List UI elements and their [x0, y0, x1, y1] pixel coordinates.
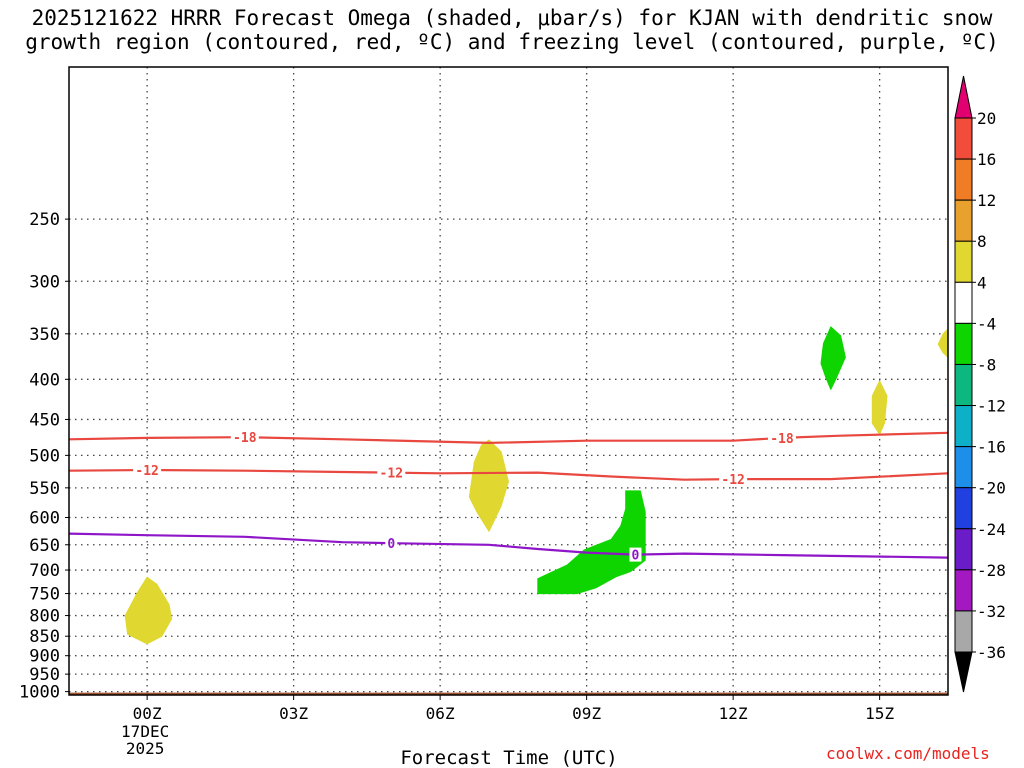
y-tick-label: 750 — [29, 585, 60, 605]
gridlines — [69, 67, 948, 695]
colorbar-label: 4 — [977, 273, 987, 292]
colorbar-label: -4 — [977, 314, 996, 333]
contour-label: -18 — [770, 432, 794, 447]
contour-label-bg — [629, 547, 642, 562]
y-tick-label: 550 — [29, 479, 60, 499]
shaded-region — [468, 439, 509, 532]
plot-background — [69, 67, 948, 695]
colorbar-band — [954, 487, 973, 530]
y-tick-label: 450 — [29, 410, 60, 430]
contour-label-bg — [133, 463, 162, 478]
colorbar-label: -12 — [977, 397, 1006, 416]
colorbar-band — [954, 199, 973, 242]
contour-label: -12 — [135, 464, 158, 479]
colorbar-label: -24 — [977, 520, 1006, 539]
x-tick-label: 00Z — [133, 704, 162, 723]
contour-label: -12 — [721, 473, 744, 488]
contour-label-bg — [767, 430, 796, 445]
colorbar-label: -8 — [977, 355, 996, 374]
x-tick-label: 09Z — [572, 704, 601, 723]
colorbar-band — [954, 240, 973, 283]
colorbar-label: 16 — [977, 150, 996, 169]
y-tick-label: 900 — [29, 647, 60, 667]
contour-label: 0 — [387, 537, 395, 552]
x-tick-label: 06Z — [426, 704, 455, 723]
contour-label-bg — [230, 430, 259, 445]
x-tick-date: 17DEC — [121, 722, 169, 741]
colorbar-label: -16 — [977, 438, 1006, 457]
colorbar-label: 12 — [977, 191, 996, 210]
y-tick-label: 250 — [29, 210, 60, 230]
contour-lines: -18 -18 -12 -12 -12 0 0 — [68, 430, 949, 564]
y-tick-label: 800 — [29, 607, 60, 627]
plot-frame — [68, 66, 949, 696]
colorbar-band — [954, 158, 973, 201]
shaded-regions — [124, 326, 949, 645]
y-tick-label: 600 — [29, 509, 60, 529]
contour-label: -18 — [233, 431, 257, 446]
y-tick-label: 950 — [29, 665, 60, 685]
y-tick-label: 400 — [29, 370, 60, 390]
title-line-2: growth region (contoured, red, ºC) and f… — [25, 30, 999, 54]
credit-text: coolwx.com/models — [826, 744, 990, 763]
contour-label-bg — [719, 472, 748, 487]
y-tick-label: 650 — [29, 536, 60, 556]
y-tick-label: 350 — [29, 325, 60, 345]
shaded-region — [124, 576, 173, 645]
colorbar-band — [954, 528, 973, 571]
colorbar: 20 16 12 8 4 -4 -8 -12 -16 -20 -24 -28 -32 -36 — [954, 75, 1006, 693]
y-tick-label: 300 — [29, 272, 60, 292]
colorbar-label: 8 — [977, 232, 987, 251]
y-tick-label: 1000 — [19, 683, 60, 703]
y-tick-label: 500 — [29, 446, 60, 466]
ground — [69, 692, 948, 695]
colorbar-label: -28 — [977, 561, 1006, 580]
x-axis-label: Forecast Time (UTC) — [400, 747, 617, 768]
colorbar-bottom-arrow — [954, 651, 973, 693]
colorbar-band — [954, 405, 973, 448]
shaded-region — [537, 490, 646, 595]
colorbar-label: -32 — [977, 602, 1006, 621]
contour-label-bg — [385, 536, 398, 551]
colorbar-band — [954, 322, 973, 365]
axes: 2503003504004505005506006507007508008509… — [19, 66, 949, 768]
contour-label-bg — [377, 465, 406, 480]
colorbar-top-arrow — [954, 75, 973, 119]
x-tick-label: 15Z — [865, 704, 894, 723]
contour-line — [68, 431, 949, 444]
x-tick-label: 12Z — [719, 704, 748, 723]
contour-line — [68, 468, 949, 481]
contour-line — [68, 532, 949, 559]
colorbar-band — [954, 363, 973, 407]
title-line-1: 2025121622 HRRR Forecast Omega (shaded, … — [31, 6, 993, 30]
colorbar-band — [954, 569, 973, 612]
colorbar-label: -20 — [977, 479, 1006, 498]
x-tick-year: 2025 — [126, 739, 165, 758]
colorbar-band — [954, 117, 973, 160]
y-tick-label: 850 — [29, 627, 60, 647]
colorbar-label: -36 — [977, 643, 1006, 662]
colorbar-band — [954, 281, 973, 324]
contour-label: 0 — [632, 549, 640, 564]
colorbar-label: 20 — [977, 109, 996, 128]
y-tick-label: 700 — [29, 561, 60, 581]
ground-fill — [69, 692, 948, 695]
colorbar-band — [954, 610, 973, 653]
x-tick-label: 03Z — [279, 704, 308, 723]
chart-title: 2025121622 HRRR Forecast Omega (shaded, … — [0, 6, 1024, 54]
colorbar-band — [954, 446, 973, 489]
contour-label: -12 — [380, 467, 403, 482]
shaded-region — [820, 326, 846, 390]
